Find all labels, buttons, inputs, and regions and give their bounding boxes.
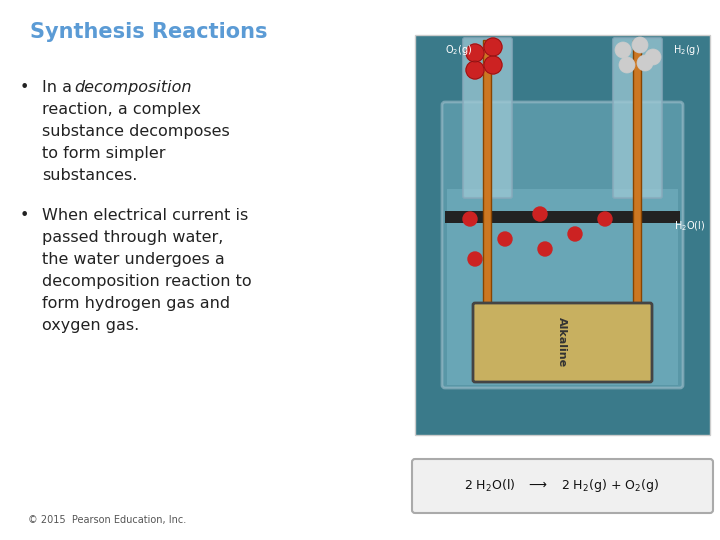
Circle shape bbox=[466, 44, 484, 62]
Bar bbox=[447, 189, 678, 385]
Circle shape bbox=[484, 38, 502, 56]
Text: © 2015  Pearson Education, Inc.: © 2015 Pearson Education, Inc. bbox=[28, 515, 186, 525]
Circle shape bbox=[533, 207, 547, 221]
Text: In a: In a bbox=[42, 80, 77, 95]
Text: When electrical current is: When electrical current is bbox=[42, 208, 248, 223]
Circle shape bbox=[637, 55, 653, 71]
Text: H$_2$(g): H$_2$(g) bbox=[673, 43, 700, 57]
Text: O$_2$(g): O$_2$(g) bbox=[445, 43, 472, 57]
Circle shape bbox=[466, 61, 484, 79]
Text: Alkaline: Alkaline bbox=[557, 317, 567, 367]
FancyBboxPatch shape bbox=[463, 38, 512, 198]
FancyBboxPatch shape bbox=[442, 102, 683, 388]
Text: form hydrogen gas and: form hydrogen gas and bbox=[42, 296, 230, 311]
FancyBboxPatch shape bbox=[412, 459, 713, 513]
Text: Synthesis Reactions: Synthesis Reactions bbox=[30, 22, 268, 42]
Bar bbox=[415, 35, 710, 435]
Text: •: • bbox=[20, 80, 30, 95]
Text: passed through water,: passed through water, bbox=[42, 230, 223, 245]
Text: substance decomposes: substance decomposes bbox=[42, 124, 230, 139]
Circle shape bbox=[498, 232, 512, 246]
FancyBboxPatch shape bbox=[613, 38, 662, 198]
Text: the water undergoes a: the water undergoes a bbox=[42, 252, 225, 267]
Text: substances.: substances. bbox=[42, 168, 138, 183]
Circle shape bbox=[468, 252, 482, 266]
Circle shape bbox=[615, 42, 631, 58]
Circle shape bbox=[538, 242, 552, 256]
Text: decomposition reaction to: decomposition reaction to bbox=[42, 274, 251, 289]
Circle shape bbox=[645, 49, 661, 65]
Text: reaction, a complex: reaction, a complex bbox=[42, 102, 201, 117]
FancyBboxPatch shape bbox=[473, 303, 652, 382]
Circle shape bbox=[568, 227, 582, 241]
Text: oxygen gas.: oxygen gas. bbox=[42, 318, 139, 333]
Circle shape bbox=[598, 212, 612, 226]
Bar bbox=[483, 40, 491, 355]
Text: •: • bbox=[20, 208, 30, 223]
Bar bbox=[633, 40, 641, 355]
Circle shape bbox=[619, 57, 635, 73]
Text: 2 H$_2$O(l)   $\longrightarrow$   2 H$_2$(g) + O$_2$(g): 2 H$_2$O(l) $\longrightarrow$ 2 H$_2$(g)… bbox=[464, 477, 660, 495]
Text: to form simpler: to form simpler bbox=[42, 146, 166, 161]
Bar bbox=[445, 211, 680, 224]
Text: decomposition: decomposition bbox=[74, 80, 192, 95]
Circle shape bbox=[463, 212, 477, 226]
Circle shape bbox=[632, 37, 648, 53]
Text: H$_2$O(l): H$_2$O(l) bbox=[674, 219, 705, 233]
Circle shape bbox=[484, 56, 502, 74]
